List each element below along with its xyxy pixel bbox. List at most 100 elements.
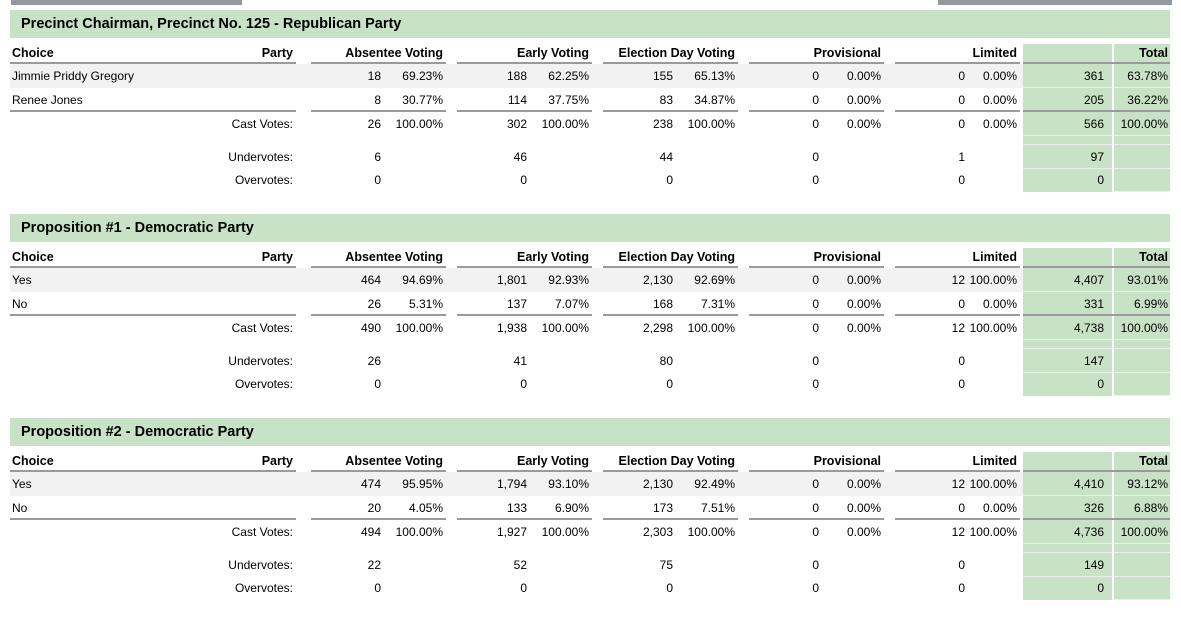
election-results-report: { "colors": { "section_green": "#c8e2c5"… bbox=[10, 0, 1172, 600]
limited-percent: 100.00% bbox=[969, 273, 1017, 287]
election-day-count: 44 bbox=[659, 150, 673, 164]
undervotes-label: Undervotes: bbox=[228, 354, 293, 368]
election-day-percent: 7.51% bbox=[676, 496, 738, 520]
absentee-count: 0 bbox=[374, 173, 381, 187]
early-voting-count: 302 bbox=[506, 117, 527, 131]
early-voting-percent: 92.93% bbox=[548, 273, 589, 287]
results-table: Choice Party Absentee Voting Early Votin… bbox=[10, 44, 1170, 192]
provisional-percent: 0.00% bbox=[822, 496, 884, 520]
total-column-fill bbox=[1112, 340, 1170, 349]
total-percent: 100.00% bbox=[1112, 112, 1170, 136]
limited-count: 12 bbox=[951, 525, 965, 539]
absentee-count: 490 bbox=[360, 321, 381, 335]
choice-party bbox=[180, 496, 296, 520]
election-day-count: 0 bbox=[666, 173, 673, 187]
provisional-percent: 0.00% bbox=[846, 273, 881, 287]
limited-percent: 100.00% bbox=[969, 477, 1017, 491]
absentee-count: 0 bbox=[374, 581, 381, 595]
provisional-percent: 0.00% bbox=[822, 88, 884, 112]
absentee-percent: 100.00% bbox=[395, 525, 443, 539]
top-bar-left bbox=[11, 0, 242, 5]
limited-count: 1 bbox=[958, 150, 965, 164]
total-percent: 6.99% bbox=[1112, 292, 1170, 316]
election-day-percent: 100.00% bbox=[687, 321, 735, 335]
early-voting-percent: 100.00% bbox=[541, 117, 589, 131]
total-column-fill bbox=[1112, 169, 1170, 192]
absentee-percent: 95.95% bbox=[402, 477, 443, 491]
provisional-percent: 0.00% bbox=[846, 477, 881, 491]
total-count: 0 bbox=[1097, 173, 1104, 187]
absentee-percent: 100.00% bbox=[395, 117, 443, 131]
absentee-count: 18 bbox=[367, 69, 381, 83]
overvotes-row: Overvotes: 0 0 0 0 0 0 bbox=[10, 373, 1170, 396]
total-percent: 100.00% bbox=[1112, 520, 1170, 544]
election-day-count: 2,303 bbox=[642, 525, 673, 539]
total-count: 4,736 bbox=[1023, 520, 1112, 544]
total-column-fill bbox=[1112, 544, 1170, 553]
undervotes-label: Undervotes: bbox=[228, 150, 293, 164]
election-day-count: 2,298 bbox=[642, 321, 673, 335]
absentee-percent: 30.77% bbox=[384, 88, 446, 112]
absentee-count: 464 bbox=[360, 273, 381, 287]
total-count: 566 bbox=[1023, 112, 1112, 136]
total-column-fill bbox=[1112, 553, 1170, 577]
limited-count: 0 bbox=[895, 292, 968, 316]
early-voting-count: 1,794 bbox=[496, 477, 527, 491]
total-count: 147 bbox=[1023, 349, 1112, 373]
election-day-count: 238 bbox=[652, 117, 673, 131]
limited-count: 0 bbox=[958, 69, 965, 83]
limited-count: 0 bbox=[958, 377, 965, 391]
provisional-count: 0 bbox=[812, 69, 819, 83]
limited-count: 12 bbox=[951, 273, 965, 287]
column-header-party: Party bbox=[180, 44, 296, 64]
absentee-count: 0 bbox=[374, 377, 381, 391]
table-header-row: Choice Party Absentee Voting Early Votin… bbox=[10, 248, 1170, 268]
choice-row: No 26 5.31% 137 7.07% 168 7.31% 0 0.00% … bbox=[10, 292, 1170, 316]
election-day-percent: 65.13% bbox=[694, 69, 735, 83]
undervotes-row: Undervotes: 6 46 44 0 1 97 bbox=[10, 145, 1170, 169]
limited-percent: 100.00% bbox=[969, 525, 1017, 539]
election-day-count: 155 bbox=[652, 69, 673, 83]
absentee-count: 22 bbox=[367, 558, 381, 572]
choice-name: Jimmie Priddy Gregory bbox=[12, 69, 135, 83]
limited-count: 12 bbox=[951, 477, 965, 491]
provisional-count: 0 bbox=[812, 581, 819, 595]
spacer-row bbox=[10, 340, 1170, 349]
provisional-percent: 0.00% bbox=[846, 321, 881, 335]
total-count: 326 bbox=[1023, 496, 1112, 520]
contest-title: Proposition #2 - Democratic Party bbox=[10, 418, 1170, 446]
election-day-count: 2,130 bbox=[642, 273, 673, 287]
total-column-fill bbox=[1023, 136, 1112, 145]
limited-count: 12 bbox=[951, 321, 965, 335]
column-header-total: Total bbox=[1023, 44, 1170, 64]
provisional-count: 0 bbox=[812, 173, 819, 187]
total-column-fill bbox=[1023, 340, 1112, 349]
limited-percent: 0.00% bbox=[968, 496, 1020, 520]
choice-row: Yes 474 95.95% 1,794 93.10% 2,130 92.49%… bbox=[10, 472, 1170, 496]
total-count: 149 bbox=[1023, 553, 1112, 577]
choice-name: No bbox=[10, 496, 180, 520]
limited-count: 0 bbox=[958, 558, 965, 572]
total-percent: 93.01% bbox=[1112, 268, 1170, 292]
undervotes-row: Undervotes: 22 52 75 0 0 149 bbox=[10, 553, 1170, 577]
column-header-election-day-voting: Election Day Voting bbox=[603, 44, 738, 64]
early-voting-count: 52 bbox=[513, 558, 527, 572]
column-header-early-voting: Early Voting bbox=[457, 44, 592, 64]
report-body: Precinct Chairman, Precinct No. 125 - Re… bbox=[10, 10, 1170, 622]
overvotes-row: Overvotes: 0 0 0 0 0 0 bbox=[10, 169, 1170, 192]
election-day-count: 173 bbox=[603, 496, 676, 520]
absentee-percent: 100.00% bbox=[395, 321, 443, 335]
column-header-provisional: Provisional bbox=[749, 44, 884, 64]
total-percent: 63.78% bbox=[1112, 64, 1170, 88]
column-header-choice: Choice bbox=[10, 44, 180, 64]
absentee-percent: 5.31% bbox=[384, 292, 446, 316]
total-percent: 36.22% bbox=[1112, 88, 1170, 112]
election-day-percent: 34.87% bbox=[676, 88, 738, 112]
absentee-count: 26 bbox=[367, 117, 381, 131]
early-voting-count: 0 bbox=[520, 173, 527, 187]
column-header-party: Party bbox=[180, 452, 296, 472]
table-header-row: Choice Party Absentee Voting Early Votin… bbox=[10, 452, 1170, 472]
election-day-count: 168 bbox=[603, 292, 676, 316]
provisional-count: 0 bbox=[812, 150, 819, 164]
absentee-count: 26 bbox=[311, 292, 384, 316]
